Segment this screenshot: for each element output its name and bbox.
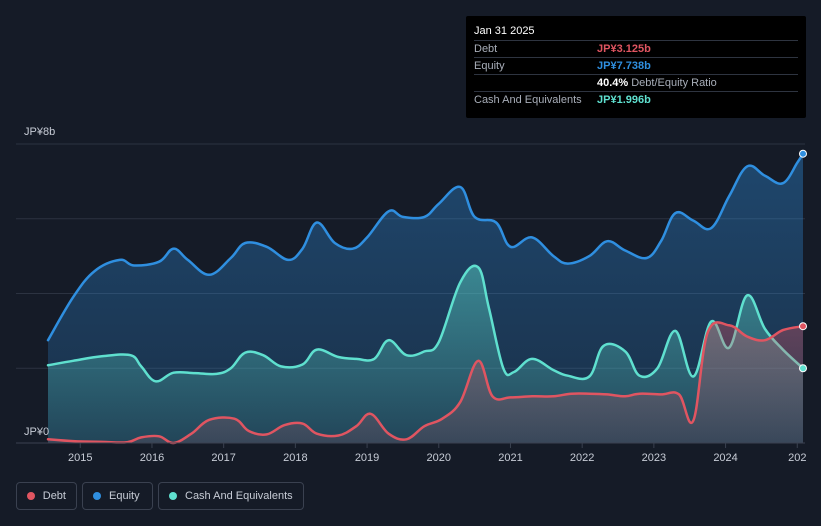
debt-dot-icon — [27, 492, 35, 500]
x-axis: 2015 2016 2017 2018 2019 2020 2021 2022 2023 2024… — [16, 442, 806, 464]
x-tick-label: 2021 — [498, 452, 522, 464]
equity-line — [46, 152, 805, 342]
x-tick-label: 2016 — [140, 452, 164, 464]
equity-endpoint-marker — [799, 149, 807, 158]
tooltip-row-cash: Cash And Equivalents JP¥1.996b — [474, 91, 798, 108]
x-tick-label: 2024 — [713, 452, 737, 464]
x-tick-label: 202 — [788, 452, 806, 464]
tooltip-equity-value: JP¥7.738b — [597, 60, 651, 72]
tooltip-cash-value: JP¥1.996b — [597, 94, 651, 106]
tooltip-ratio-value: 40.4% — [597, 77, 629, 89]
debt-line — [46, 321, 805, 445]
tooltip-date: Jan 31 2025 — [474, 25, 535, 37]
tooltip-ratio-label: Debt/Equity Ratio — [631, 77, 717, 89]
x-tick-label: 2015 — [68, 452, 92, 464]
cash-endpoint-marker — [799, 364, 807, 373]
y-tick-label-max: JP¥8b — [24, 126, 55, 138]
x-tick-label: 2022 — [570, 452, 594, 464]
legend-debt[interactable]: Debt — [16, 482, 77, 510]
legend-cash-label: Cash And Equivalents — [185, 490, 293, 502]
legend-equity-label: Equity — [109, 490, 140, 502]
series-layer — [46, 152, 805, 445]
tooltip-equity-label: Equity — [474, 60, 505, 72]
x-tick-label: 2019 — [355, 452, 379, 464]
debt-endpoint-marker — [799, 322, 807, 331]
x-tick-label: 2020 — [427, 452, 451, 464]
tooltip-row-equity: Equity JP¥7.738b — [474, 57, 798, 74]
cash-dot-icon — [169, 492, 177, 500]
tooltip-panel: Jan 31 2025 Debt JP¥3.125b Equity JP¥7.7… — [466, 16, 806, 118]
x-tick-label: 2018 — [283, 452, 307, 464]
legend-debt-label: Debt — [42, 490, 66, 502]
tooltip-debt-label: Debt — [474, 43, 498, 55]
tooltip-row-ratio: 40.4% Debt/Equity Ratio — [474, 74, 798, 91]
legend-equity[interactable]: Equity — [82, 482, 153, 510]
tooltip-cash-label: Cash And Equivalents — [474, 94, 582, 106]
x-tick-label: 2023 — [642, 452, 666, 464]
cash-line — [46, 264, 805, 383]
equity-dot-icon — [93, 492, 101, 500]
series-endpoints — [799, 149, 807, 373]
debt-area — [48, 322, 803, 444]
tooltip-row-debt: Debt JP¥3.125b — [474, 40, 798, 57]
legend-cash[interactable]: Cash And Equivalents — [158, 482, 304, 510]
y-tick-label-zero: JP¥0 — [24, 426, 49, 438]
tooltip-debt-value: JP¥3.125b — [597, 43, 651, 55]
x-tick-label: 2017 — [211, 452, 235, 464]
